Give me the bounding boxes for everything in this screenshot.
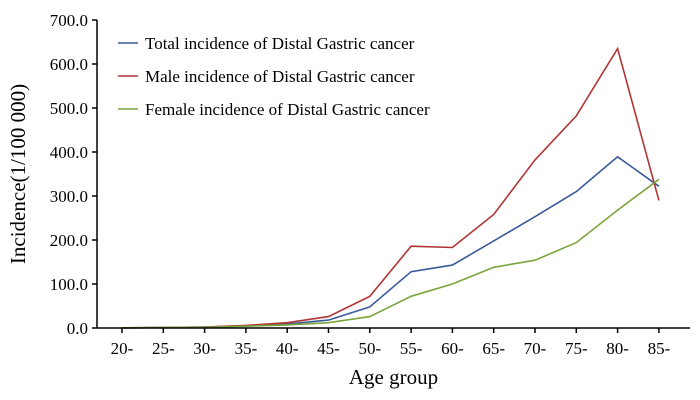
legend-label-1: Male incidence of Distal Gastric cancer [145, 67, 415, 86]
legend-label-2: Female incidence of Distal Gastric cance… [145, 100, 430, 119]
x-tick-label: 40- [276, 339, 299, 358]
x-tick-label: 65- [482, 339, 505, 358]
x-tick-label: 35- [235, 339, 258, 358]
x-tick-label: 55- [400, 339, 423, 358]
y-tick-label: 0.0 [67, 319, 88, 338]
y-tick-label: 300.0 [50, 187, 88, 206]
series-lines [121, 46, 660, 329]
legend-label-0: Total incidence of Distal Gastric cancer [145, 34, 415, 53]
x-tick-label: 70- [524, 339, 547, 358]
series-line-0 [121, 155, 660, 329]
y-tick-label: 600.0 [50, 55, 88, 74]
x-tick-label: 25- [152, 339, 175, 358]
x-tick-label: 60- [441, 339, 464, 358]
x-tick-label: 80- [606, 339, 629, 358]
y-axis-ticks: 0.0 100.0 200.0 300.0 400.0 500.0 600.0 700.0 [50, 11, 97, 338]
series-line-2 [121, 178, 660, 329]
x-tick-label: 20- [111, 339, 134, 358]
y-tick-label: 700.0 [50, 11, 88, 30]
x-axis-ticks: 20- 25- 30- 35- 40- 45- 50- 55- 60- 65- 70- 75- 80- 8… [111, 328, 671, 358]
y-tick-label: 500.0 [50, 99, 88, 118]
x-tick-label: 30- [193, 339, 216, 358]
y-tick-label: 400.0 [50, 143, 88, 162]
x-axis-title: Age group [349, 365, 438, 389]
x-tick-label: 85- [648, 339, 671, 358]
y-tick-label: 200.0 [50, 231, 88, 250]
legend: Total incidence of Distal Gastric cancer… [118, 34, 430, 119]
x-tick-label: 45- [317, 339, 340, 358]
x-tick-label: 50- [358, 339, 381, 358]
x-tick-label: 75- [565, 339, 588, 358]
y-axis-title: Incidence(1/100 000) [6, 84, 30, 264]
y-tick-label: 100.0 [50, 275, 88, 294]
series-line-1 [121, 46, 660, 329]
